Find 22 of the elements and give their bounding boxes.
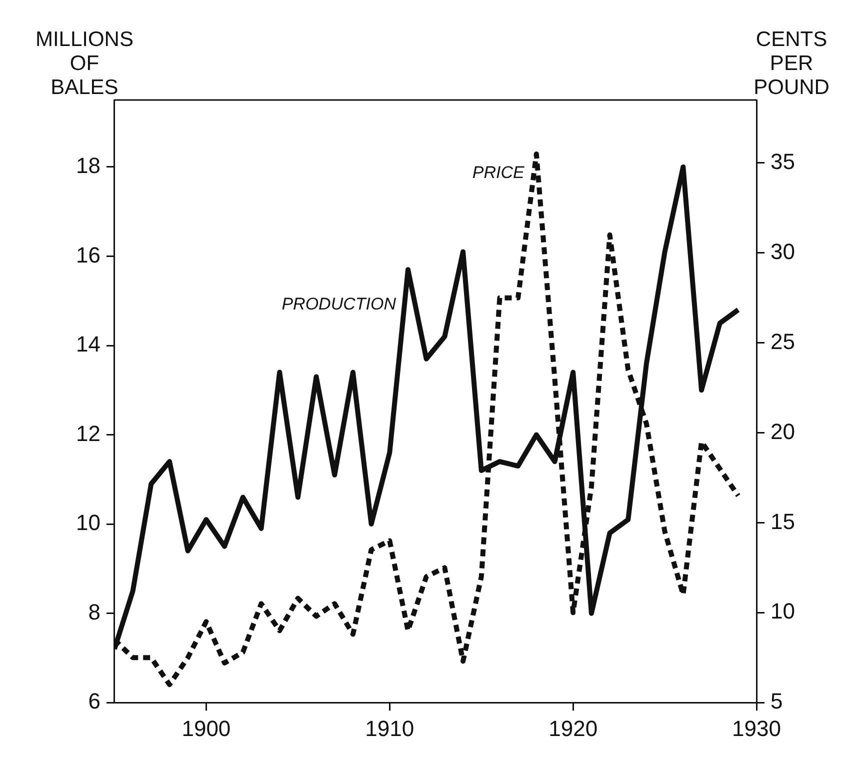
- y-tick-label: 8: [88, 599, 100, 624]
- x-tick-label: 1920: [548, 716, 598, 741]
- y-tick-label: 16: [76, 242, 100, 268]
- y2-tick-label: 15: [770, 508, 796, 534]
- y-tick-label: 12: [76, 420, 100, 446]
- y2-axis-title: CENTS PER POUND: [754, 28, 830, 99]
- y2-tick-label: 30: [770, 238, 796, 264]
- y-axis-title: MILLIONS OF BALES: [35, 28, 134, 99]
- y-tick-label: 14: [76, 332, 100, 357]
- y2-tick-label: 25: [770, 328, 796, 354]
- series-label: PRODUCTION: [282, 294, 397, 314]
- x-tick-label: 1910: [365, 716, 414, 741]
- series-label: PRICE: [472, 162, 526, 182]
- y-tick-label: 6: [88, 688, 100, 714]
- x-tick-label: 1930: [732, 716, 782, 741]
- y2-tick-label: 20: [770, 418, 796, 444]
- y2-tick-label: 5: [770, 688, 783, 714]
- y2-tick-label: 10: [770, 598, 796, 624]
- y-tick-label: 18: [76, 153, 100, 178]
- y-tick-label: 10: [76, 510, 100, 536]
- x-tick-label: 1900: [182, 716, 231, 741]
- y2-tick-label: 35: [770, 149, 796, 174]
